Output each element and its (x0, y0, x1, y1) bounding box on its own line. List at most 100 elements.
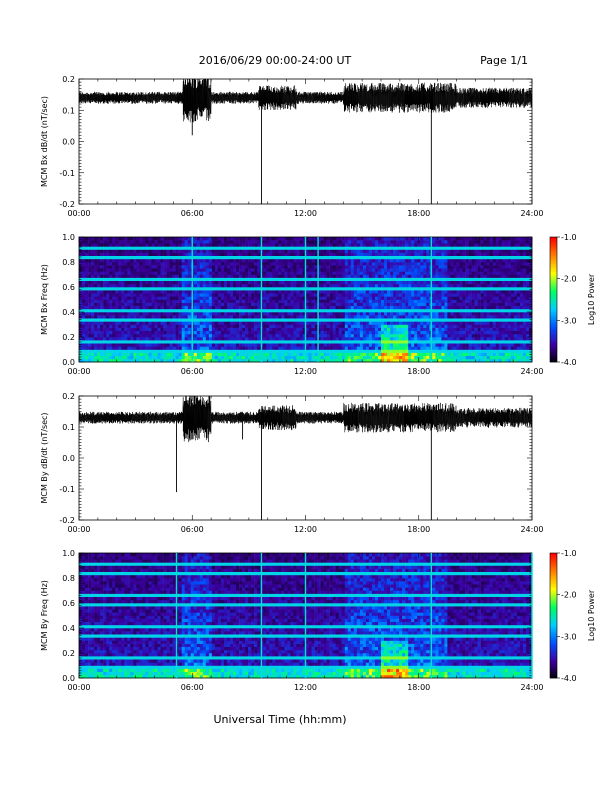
colorbar-swatch (550, 345, 557, 348)
colorbar-swatch (550, 353, 557, 357)
colorbar-swatch (550, 316, 557, 319)
colorbar-swatch (550, 347, 557, 350)
x-tick-label: 12:00 (294, 209, 317, 218)
colorbar-swatch (550, 609, 557, 612)
y-tick-label: 0.4 (62, 624, 75, 633)
colorbar-swatch (550, 623, 557, 627)
colorbar-swatch (550, 646, 557, 650)
by-dbdt-panel: 00:00 06:00 12:00 18:00 24:00 -0.2 -0.1 0.0 0.1 0… (40, 392, 544, 534)
bx-colorbar: -1.0 -2.0 -3.0 -4.0 Log10 Power (549, 233, 596, 367)
colorbar-swatch (550, 563, 557, 566)
colorbar-swatch (550, 247, 557, 250)
colorbar-swatch (550, 249, 557, 252)
y-tick-label: 0.2 (62, 392, 75, 401)
colorbar-swatch (550, 603, 557, 606)
colorbar-swatch (550, 299, 557, 302)
colorbar-swatch (550, 567, 557, 570)
colorbar-swatch (550, 657, 557, 660)
x-tick-label: 06:00 (181, 367, 204, 376)
colorbar-swatch (550, 305, 557, 309)
colorbar-swatch (550, 559, 557, 562)
colorbar-swatch (550, 297, 557, 300)
colorbar-swatch (550, 659, 557, 662)
y-tick-label: 0.0 (62, 674, 75, 683)
colorbar-swatch (550, 617, 557, 620)
colorbar-swatch (550, 638, 557, 641)
colorbar-swatch (550, 318, 557, 321)
colorbar-swatch (550, 282, 557, 286)
colorbar-swatch (550, 259, 557, 263)
x-tick-label: 00:00 (67, 525, 90, 534)
dbdt-series-line (79, 396, 532, 443)
colorbar-swatch (550, 642, 557, 645)
spectrogram-cells (79, 553, 533, 679)
colorbar-swatch (550, 243, 557, 246)
colorbar-swatch (550, 278, 557, 282)
y-tick-label: 0.8 (62, 574, 75, 583)
y-tick-label: 0.6 (62, 283, 75, 292)
colorbar-swatch (550, 667, 557, 670)
colorbar-swatch (550, 274, 557, 277)
y-tick-label: 0.8 (62, 258, 75, 267)
colorbar-swatch (550, 555, 557, 558)
colorbar-swatch (550, 357, 557, 361)
colorbar-swatch (550, 332, 557, 336)
colorbar-swatch (550, 272, 557, 275)
colorbar-tick-label: -1.0 (561, 233, 577, 242)
colorbar-swatch (550, 596, 557, 600)
colorbar-swatch (550, 655, 557, 658)
y-axis-label: MCM Bx dB/dt (nT/sec) (40, 96, 49, 187)
colorbar-swatch (550, 264, 557, 267)
colorbar-swatch (550, 253, 557, 257)
bx-spectrogram-panel: 00:00 06:00 12:00 18:00 24:00 0.0 0.2 0.4 0.6 0.8… (40, 233, 544, 376)
colorbar-swatch (550, 557, 557, 560)
colorbar-swatch (550, 625, 557, 629)
colorbar-swatch (550, 276, 557, 279)
x-tick-label: 24:00 (520, 367, 543, 376)
by-spectrogram-panel: 00:00 06:00 12:00 18:00 24:00 0.0 0.2 0.4 0.6 0.8… (40, 549, 544, 692)
colorbar-swatch (550, 580, 557, 583)
x-tick-label: 00:00 (67, 367, 90, 376)
colorbar-swatch (550, 343, 557, 346)
colorbar-swatch (550, 289, 557, 292)
colorbar-swatch (550, 578, 557, 581)
colorbar-swatch (550, 291, 557, 294)
spectrogram-cells (79, 237, 533, 363)
x-tick-label: 06:00 (181, 525, 204, 534)
colorbar-swatch (550, 586, 557, 589)
colorbar-swatch (550, 611, 557, 614)
colorbar-swatch (550, 628, 557, 631)
colorbar-swatch (550, 303, 557, 307)
colorbar-tick-label: -1.0 (561, 549, 577, 558)
x-tick-label: 18:00 (407, 209, 430, 218)
colorbar-swatch (550, 650, 557, 654)
colorbar-swatch (550, 251, 557, 254)
colorbar-swatch (550, 615, 557, 618)
colorbar-swatch (550, 600, 557, 604)
y-axis-label: MCM Bx Freq (Hz) (40, 264, 49, 335)
colorbar-swatch (550, 673, 557, 677)
colorbar-swatch (550, 663, 557, 666)
colorbar-swatch (550, 594, 557, 598)
colorbar-label: Log10 Power (587, 589, 596, 641)
x-tick-label: 12:00 (294, 367, 317, 376)
colorbar-swatch (550, 565, 557, 568)
colorbar-swatch (550, 675, 557, 679)
colorbar-swatch (550, 301, 557, 304)
y-axis-label: MCM By Freq (Hz) (40, 580, 49, 651)
y-tick-label: 0.0 (62, 454, 75, 463)
colorbar-swatch (550, 284, 557, 288)
colorbar-swatch (550, 241, 557, 244)
x-tick-label: 00:00 (67, 209, 90, 218)
colorbar-swatch (550, 359, 557, 363)
y-tick-label: 0.1 (62, 423, 75, 432)
colorbar-swatch (550, 653, 557, 656)
colorbar-swatch (550, 355, 557, 359)
colorbar-swatch (550, 590, 557, 593)
colorbar-swatch (550, 665, 557, 668)
colorbar-swatch (550, 268, 557, 271)
colorbar-swatch (550, 314, 557, 317)
y-tick-label: -0.1 (59, 485, 75, 494)
colorbar-swatch (550, 295, 557, 298)
